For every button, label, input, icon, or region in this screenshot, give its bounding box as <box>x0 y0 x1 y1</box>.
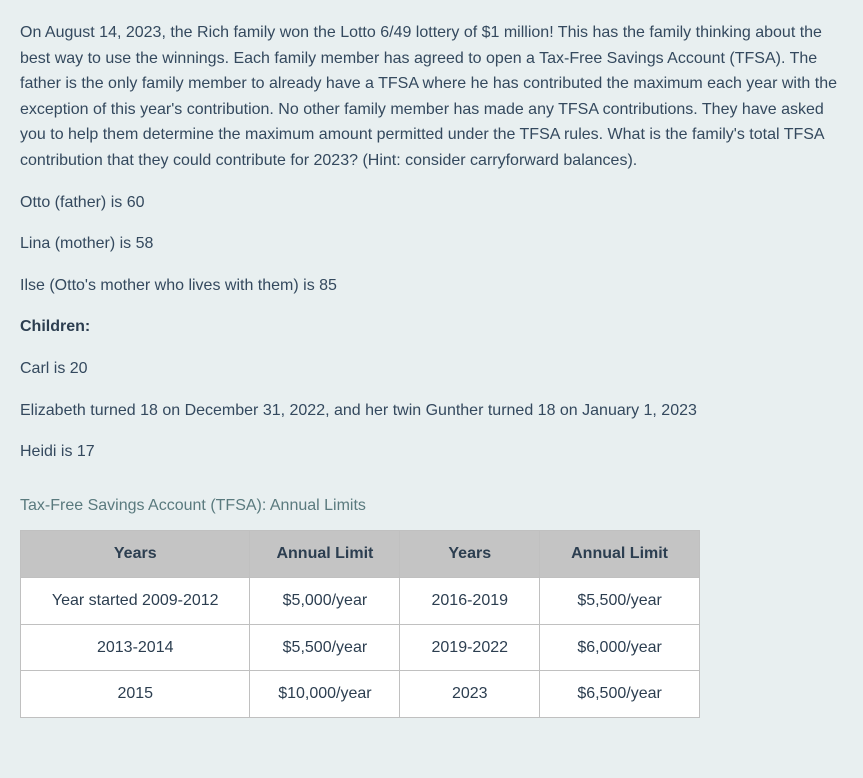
table-row: 2015 $10,000/year 2023 $6,500/year <box>21 671 700 718</box>
cell-limit: $5,500/year <box>540 577 700 624</box>
table-row: 2013-2014 $5,500/year 2019-2022 $6,000/y… <box>21 624 700 671</box>
children-label: Children: <box>20 314 843 340</box>
document-body: On August 14, 2023, the Rich family won … <box>20 20 843 718</box>
cell-limit: $6,500/year <box>540 671 700 718</box>
family-ilse: Ilse (Otto's mother who lives with them)… <box>20 273 843 299</box>
cell-years: 2015 <box>21 671 250 718</box>
cell-years: 2013-2014 <box>21 624 250 671</box>
family-carl: Carl is 20 <box>20 356 843 382</box>
family-lina: Lina (mother) is 58 <box>20 231 843 257</box>
col-header-limit-2: Annual Limit <box>540 531 700 578</box>
cell-years: 2023 <box>400 671 540 718</box>
table-row: Year started 2009-2012 $5,000/year 2016-… <box>21 577 700 624</box>
col-header-limit-1: Annual Limit <box>250 531 400 578</box>
cell-years: Year started 2009-2012 <box>21 577 250 624</box>
intro-paragraph: On August 14, 2023, the Rich family won … <box>20 20 843 174</box>
cell-limit: $5,500/year <box>250 624 400 671</box>
cell-limit: $10,000/year <box>250 671 400 718</box>
family-heidi: Heidi is 17 <box>20 439 843 465</box>
col-header-years-1: Years <box>21 531 250 578</box>
family-elizabeth-gunther: Elizabeth turned 18 on December 31, 2022… <box>20 398 843 424</box>
cell-limit: $6,000/year <box>540 624 700 671</box>
table-title: Tax-Free Savings Account (TFSA): Annual … <box>20 493 843 519</box>
col-header-years-2: Years <box>400 531 540 578</box>
cell-years: 2016-2019 <box>400 577 540 624</box>
tfsa-limits-table: Years Annual Limit Years Annual Limit Ye… <box>20 530 700 717</box>
cell-limit: $5,000/year <box>250 577 400 624</box>
table-header-row: Years Annual Limit Years Annual Limit <box>21 531 700 578</box>
cell-years: 2019-2022 <box>400 624 540 671</box>
family-otto: Otto (father) is 60 <box>20 190 843 216</box>
